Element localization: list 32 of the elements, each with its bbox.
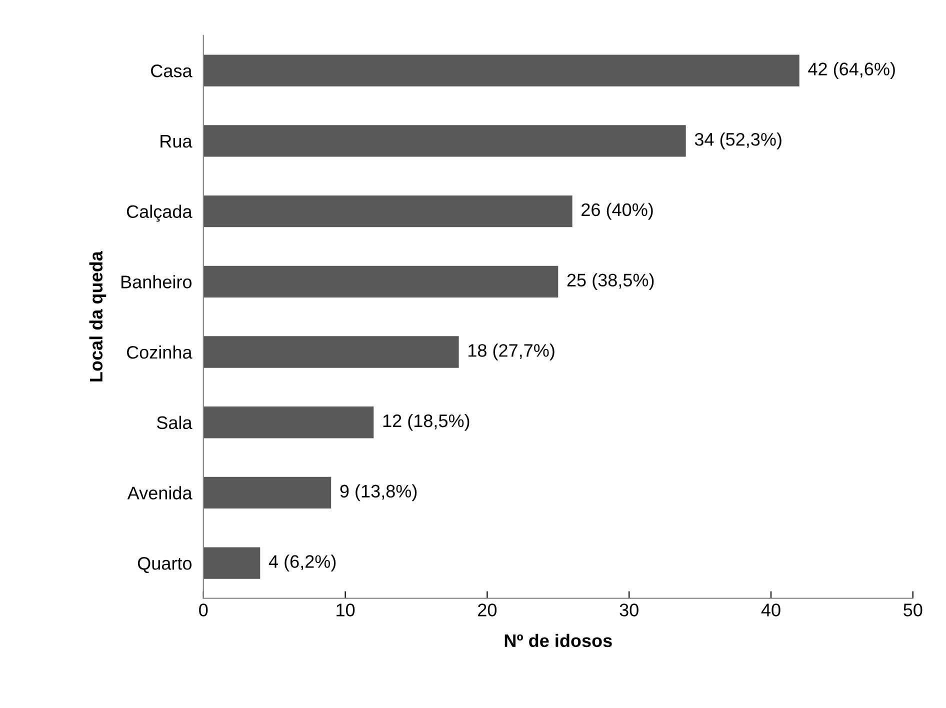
data-label: 18 (27,7%) [468, 344, 554, 360]
bar [203, 336, 459, 368]
y-tick-label: Cozinha [126, 345, 192, 359]
bar [203, 547, 260, 579]
y-tick-label: Rua [160, 135, 192, 148]
data-label: 25 (38,5%) [567, 273, 654, 290]
y-tick-label: Avenida [127, 486, 192, 500]
bar [203, 406, 374, 438]
data-label: 12 (18,5%) [383, 414, 470, 431]
x-tick-label: 30 [620, 604, 638, 616]
y-tick-label: Casa [151, 64, 192, 78]
x-tick-label: 10 [336, 604, 355, 616]
bar [203, 54, 800, 86]
data-label: 26 (40%) [582, 202, 653, 220]
bar [203, 125, 686, 157]
data-label: 4 (6,2%) [268, 554, 336, 572]
bar [203, 476, 332, 509]
y-axis-title: Local da queda [89, 250, 106, 382]
y-tick-label: Calçada [126, 204, 192, 222]
data-label: 42 (64,6%) [808, 62, 895, 79]
y-tick-label: Banheiro [121, 275, 192, 288]
y-tick-label: Sala [156, 416, 192, 430]
x-axis-title: Nº de idosos [504, 634, 612, 648]
data-label: 9 (13,8%) [340, 484, 417, 502]
bar [203, 195, 572, 228]
bar [203, 266, 558, 298]
x-tick-label: 40 [761, 604, 780, 616]
y-tick-label: Quarto [138, 557, 192, 574]
x-tick-label: 50 [904, 604, 922, 616]
data-label: 34 (52,3%) [694, 132, 782, 150]
x-tick-label: 20 [478, 604, 497, 616]
x-tick-label: 0 [199, 604, 208, 616]
